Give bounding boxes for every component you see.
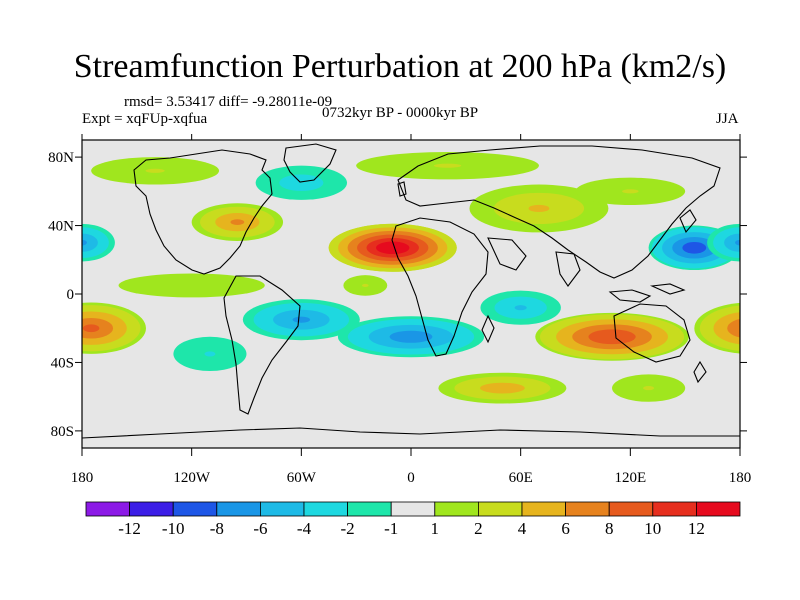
coastlines <box>82 143 740 439</box>
colorbar-label: 8 <box>605 519 614 538</box>
colorbar-label: -6 <box>253 519 267 538</box>
colorbar-label: 12 <box>688 519 705 538</box>
colorbar-swatch <box>347 501 392 517</box>
contour-band <box>204 351 216 357</box>
colorbar-swatch <box>129 501 174 517</box>
contour-band <box>118 273 265 298</box>
contour-band <box>230 219 245 225</box>
contour-band <box>713 312 740 345</box>
rmsd-text: rmsd= 3.53417 diff= -9.28011e-09 <box>124 94 333 110</box>
y-tick-label: 40S <box>51 355 74 371</box>
period-label: 0732kyr BP - 0000kyr BP <box>322 105 479 121</box>
season-label: JJA <box>716 111 739 127</box>
experiment-label: Expt = xqFUp-xqfua <box>82 111 208 127</box>
contour-band <box>433 163 462 168</box>
contour-band <box>82 324 100 333</box>
x-tick-label: 60E <box>509 470 533 486</box>
contour-band <box>82 233 98 252</box>
colorbar-label: 10 <box>644 519 661 538</box>
contour-band <box>362 283 369 287</box>
colorbar-label: 2 <box>474 519 483 538</box>
contour-band <box>145 168 165 173</box>
colorbar-label: -12 <box>118 519 141 538</box>
colorbar-label: -4 <box>297 519 312 538</box>
contour-band <box>292 316 311 323</box>
contour-band <box>724 233 740 252</box>
contour-band <box>389 330 433 343</box>
colorbar-swatch <box>216 501 261 517</box>
colorbar-swatch <box>434 501 479 517</box>
contour-band <box>528 204 550 213</box>
x-tick-label: 180 <box>729 470 752 486</box>
colorbar-swatch <box>477 501 523 517</box>
x-tick-label: 180 <box>71 470 94 486</box>
x-tick-label: 120E <box>614 470 646 486</box>
colorbar-swatch <box>85 501 130 517</box>
x-axis: 180 120W 60W 0 60E 120E 180 <box>71 134 752 486</box>
x-tick-label: 60W <box>287 470 317 486</box>
colorbar-swatch <box>652 501 697 517</box>
x-tick-label: 120W <box>173 470 211 486</box>
contour-band <box>741 324 757 332</box>
y-tick-label: 40N <box>48 219 74 235</box>
contour-band <box>376 241 410 255</box>
contour-band <box>735 239 740 246</box>
colorbar-label: -10 <box>162 519 185 538</box>
contour-field <box>82 151 757 404</box>
colorbar-swatch <box>565 501 610 517</box>
contour-band <box>279 174 324 192</box>
colorbar-swatch <box>521 501 566 517</box>
contour-band <box>82 239 87 246</box>
contour-band <box>514 305 527 311</box>
x-tick-label: 0 <box>407 470 415 486</box>
y-axis: 80N 40N 0 40S 80S <box>48 150 747 440</box>
y-tick-label: 80N <box>48 150 74 166</box>
y-tick-label: 0 <box>67 287 75 303</box>
colorbar-label: 1 <box>431 519 440 538</box>
colorbar-swatch <box>259 501 305 517</box>
contour-band <box>643 386 655 391</box>
colorbar-label: -2 <box>341 519 355 538</box>
colorbar-label: -8 <box>210 519 224 538</box>
colorbar: -12 -10 -8 -6 -4 -2 -1 1 2 4 6 8 10 12 <box>85 501 741 538</box>
y-tick-label: 80S <box>51 424 74 440</box>
contour-band <box>479 382 525 394</box>
colorbar-swatch <box>608 501 654 517</box>
colorbar-label: 6 <box>561 519 570 538</box>
contour-band <box>588 329 636 345</box>
contour-band <box>682 241 707 254</box>
colorbar-swatch <box>390 501 436 517</box>
colorbar-label: -1 <box>384 519 398 538</box>
colorbar-label: 4 <box>518 519 527 538</box>
colorbar-swatch <box>172 501 218 517</box>
contour-band <box>727 318 740 338</box>
colorbar-swatch <box>303 501 348 517</box>
colorbar-swatch <box>696 501 741 517</box>
chart-title: Streamfunction Perturbation at 200 hPa (… <box>73 48 727 85</box>
contour-band <box>622 189 639 194</box>
